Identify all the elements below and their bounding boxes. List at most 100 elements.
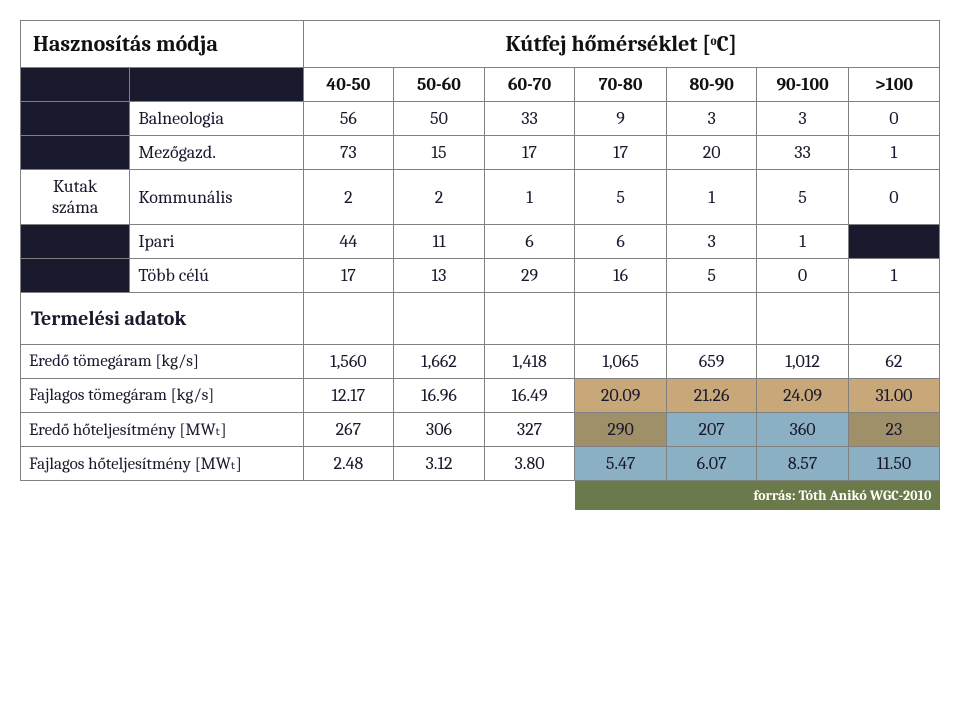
cell: 21.26 xyxy=(666,379,756,413)
col-4: 80-90 xyxy=(666,68,756,102)
row-label: Fajlagos hőteljesítmény [MWₜ] xyxy=(21,447,304,481)
stub-cell xyxy=(21,102,130,136)
cell: 44 xyxy=(303,225,394,259)
stub-blank2 xyxy=(130,68,303,102)
blank xyxy=(666,293,756,345)
cell: 33 xyxy=(757,136,848,170)
row-label: Kommunális xyxy=(130,170,303,225)
cell: 12.17 xyxy=(303,379,394,413)
cell: 327 xyxy=(484,413,575,447)
cell-blank xyxy=(848,225,939,259)
blank xyxy=(575,293,667,345)
cell: 6 xyxy=(575,225,667,259)
row-label: Eredő tömegáram [kg/s] xyxy=(21,345,304,379)
table-row: Ipari 44 11 6 6 3 1 xyxy=(21,225,940,259)
col-0: 40-50 xyxy=(303,68,394,102)
cell: 33 xyxy=(484,102,575,136)
col-5: 90-100 xyxy=(757,68,848,102)
cell: 17 xyxy=(484,136,575,170)
cell: 50 xyxy=(394,102,485,136)
header-left: Hasznosítás módja xyxy=(21,21,304,68)
cell: 20.09 xyxy=(575,379,667,413)
col-2: 60-70 xyxy=(484,68,575,102)
cell: 659 xyxy=(666,345,756,379)
cell: 360 xyxy=(757,413,848,447)
cell: 290 xyxy=(575,413,667,447)
table-row: Eredő tömegáram [kg/s] 1,560 1,662 1,418… xyxy=(21,345,940,379)
cell: 2 xyxy=(303,170,394,225)
cell: 5 xyxy=(666,259,756,293)
cell: 23 xyxy=(848,413,939,447)
row-label: Több célú xyxy=(130,259,303,293)
blank xyxy=(757,293,848,345)
blank xyxy=(303,293,394,345)
table-row: Eredő hőteljesítmény [MWₜ] 267 306 327 2… xyxy=(21,413,940,447)
cell: 1 xyxy=(848,259,939,293)
data-table: Hasznosítás módja Kútfej hőmérséklet [ᵒC… xyxy=(20,20,940,510)
cell: 3.80 xyxy=(484,447,575,481)
header-center: Kútfej hőmérséklet [ᵒC] xyxy=(303,21,940,68)
col-3: 70-80 xyxy=(575,68,667,102)
cell: 6.07 xyxy=(666,447,756,481)
table-row: Kutak száma Kommunális 2 2 1 5 1 5 0 xyxy=(21,170,940,225)
cell: 1,560 xyxy=(303,345,394,379)
cell: 11.50 xyxy=(848,447,939,481)
row-label: Mezőgazd. xyxy=(130,136,303,170)
cell: 267 xyxy=(303,413,394,447)
cell: 17 xyxy=(303,259,394,293)
stub-cell xyxy=(21,259,130,293)
cell: 3 xyxy=(666,225,756,259)
table-row: Mezőgazd. 73 15 17 17 20 33 1 xyxy=(21,136,940,170)
cell: 9 xyxy=(575,102,667,136)
cell: 20 xyxy=(666,136,756,170)
cell: 1,418 xyxy=(484,345,575,379)
cell: 3 xyxy=(757,102,848,136)
cell: 1 xyxy=(848,136,939,170)
cell: 15 xyxy=(394,136,485,170)
cell: 56 xyxy=(303,102,394,136)
cell: 29 xyxy=(484,259,575,293)
stub-cell xyxy=(21,136,130,170)
cell: 24.09 xyxy=(757,379,848,413)
table-row: Balneologia 56 50 33 9 3 3 0 xyxy=(21,102,940,136)
source-text: forrás: Tóth Anikó WGC-2010 xyxy=(575,481,940,511)
col-6: >100 xyxy=(848,68,939,102)
row-label: Eredő hőteljesítmény [MWₜ] xyxy=(21,413,304,447)
cell: 73 xyxy=(303,136,394,170)
cell: 207 xyxy=(666,413,756,447)
cell: 0 xyxy=(848,170,939,225)
cell: 2.48 xyxy=(303,447,394,481)
cell: 1,065 xyxy=(575,345,667,379)
table-row: Fajlagos hőteljesítmény [MWₜ] 2.48 3.12 … xyxy=(21,447,940,481)
cell: 2 xyxy=(394,170,485,225)
table-row: Fajlagos tömegáram [kg/s] 12.17 16.96 16… xyxy=(21,379,940,413)
row-label: Balneologia xyxy=(130,102,303,136)
blank xyxy=(394,293,485,345)
cell: 3 xyxy=(666,102,756,136)
cell: 3.12 xyxy=(394,447,485,481)
cell: 11 xyxy=(394,225,485,259)
cell: 0 xyxy=(848,102,939,136)
cell: 1 xyxy=(757,225,848,259)
cell: 0 xyxy=(757,259,848,293)
stub-label: Kutak száma xyxy=(21,170,130,225)
blank xyxy=(484,293,575,345)
row-label: Fajlagos tömegáram [kg/s] xyxy=(21,379,304,413)
cell: 31.00 xyxy=(848,379,939,413)
cell: 16.96 xyxy=(394,379,485,413)
cell: 6 xyxy=(484,225,575,259)
cell: 5 xyxy=(757,170,848,225)
cell: 1,662 xyxy=(394,345,485,379)
cell: 13 xyxy=(394,259,485,293)
stub-blank xyxy=(21,68,130,102)
blank xyxy=(848,293,939,345)
cell: 1 xyxy=(484,170,575,225)
cell: 5 xyxy=(575,170,667,225)
cell: 306 xyxy=(394,413,485,447)
row-label: Ipari xyxy=(130,225,303,259)
col-1: 50-60 xyxy=(394,68,485,102)
cell: 17 xyxy=(575,136,667,170)
cell: 1 xyxy=(666,170,756,225)
table-row: Több célú 17 13 29 16 5 0 1 xyxy=(21,259,940,293)
cell: 8.57 xyxy=(757,447,848,481)
